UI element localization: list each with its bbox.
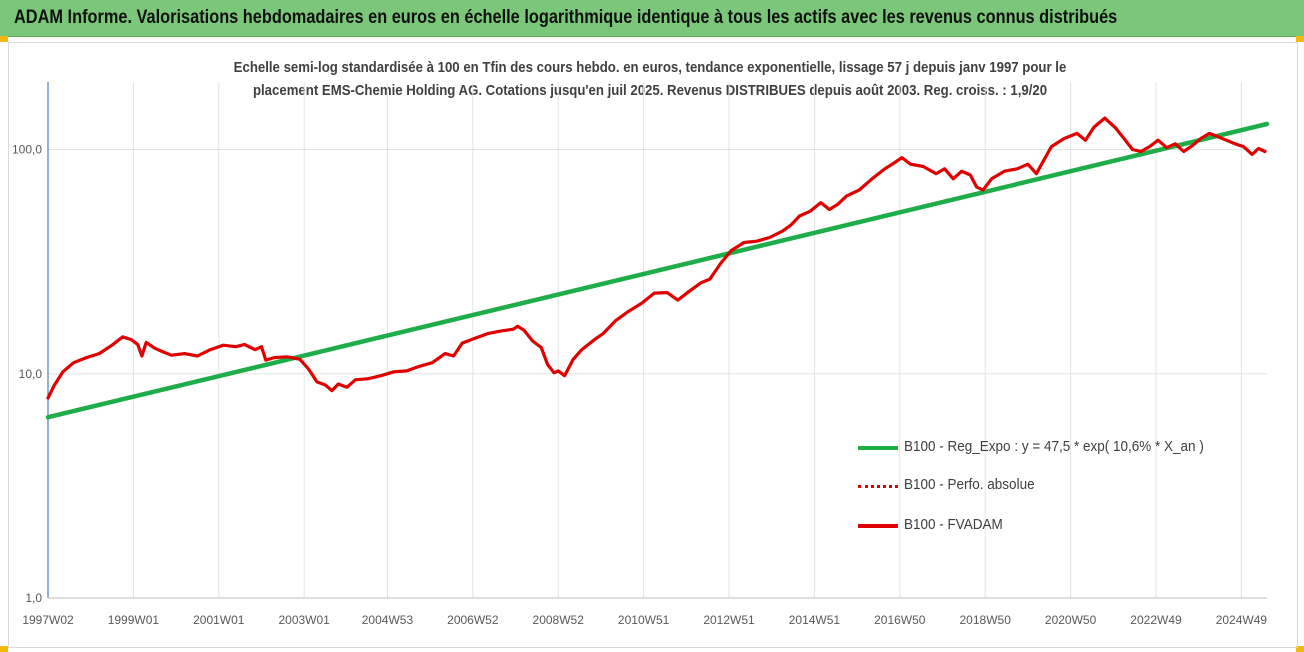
x-tick-label: 2020W50 xyxy=(1045,613,1097,627)
grid-lines xyxy=(48,82,1267,599)
axes xyxy=(47,82,1267,599)
series-trend-line xyxy=(45,121,1270,420)
x-tick-label: 2012W51 xyxy=(703,613,755,627)
x-tick-label: 1997W02 xyxy=(22,613,74,627)
x-tick-label: 2014W51 xyxy=(789,613,841,627)
x-tick-label: 1999W01 xyxy=(108,613,160,627)
x-tick-label: 2024W49 xyxy=(1216,613,1268,627)
legend-label-fvadam: B100 - FVADAM xyxy=(904,516,1003,533)
x-tick-label: 2022W49 xyxy=(1130,613,1182,627)
y-tick-label: 1,0 xyxy=(25,591,42,605)
x-tick-label: 2006W52 xyxy=(447,613,499,627)
legend-swatch-perfo xyxy=(858,485,898,488)
tick-labels: 1997W02 1999W01 2001W01 2003W01 2004W53 2006W… xyxy=(12,143,1267,627)
legend-swatch-fvadam xyxy=(858,524,898,528)
legend-swatch-trend xyxy=(858,446,898,450)
chart-subtitle-line-2: placement EMS-Chemie Holding AG. Cotatio… xyxy=(252,82,1048,99)
series-fvadam-line xyxy=(46,116,1267,400)
x-tick-label: 2016W50 xyxy=(874,613,926,627)
corner-mark-bottom-left xyxy=(0,646,8,652)
report-title: ADAM Informe. Valorisations hebdomadaire… xyxy=(14,7,1118,28)
corner-mark-top-right xyxy=(1296,36,1304,42)
y-tick-label: 100,0 xyxy=(12,143,42,157)
legend-label-perfo: B100 - Perfo. absolue xyxy=(904,476,1035,493)
chart-area xyxy=(8,42,1298,648)
x-tick-label: 2001W01 xyxy=(193,613,245,627)
x-tick-label: 2003W01 xyxy=(278,613,330,627)
legend-label-trend: B100 - Reg_Expo : y = 47,5 * exp( 10,6% … xyxy=(904,438,1204,455)
x-tick-label: 2008W52 xyxy=(533,613,585,627)
x-tick-label: 2018W50 xyxy=(960,613,1012,627)
series-lines xyxy=(45,116,1270,420)
corner-mark-top-left xyxy=(0,36,8,42)
x-tick-label: 2010W51 xyxy=(618,613,670,627)
title-bar: ADAM Informe. Valorisations hebdomadaire… xyxy=(0,0,1304,37)
chart-subtitle-line-1: Echelle semi-log standardisée à 100 en T… xyxy=(233,59,1067,76)
corner-mark-bottom-right xyxy=(1296,646,1304,652)
chart-subtitle: Echelle semi-log standardisée à 100 en T… xyxy=(110,56,1190,102)
y-tick-label: 10,0 xyxy=(19,367,43,381)
x-tick-label: 2004W53 xyxy=(362,613,414,627)
